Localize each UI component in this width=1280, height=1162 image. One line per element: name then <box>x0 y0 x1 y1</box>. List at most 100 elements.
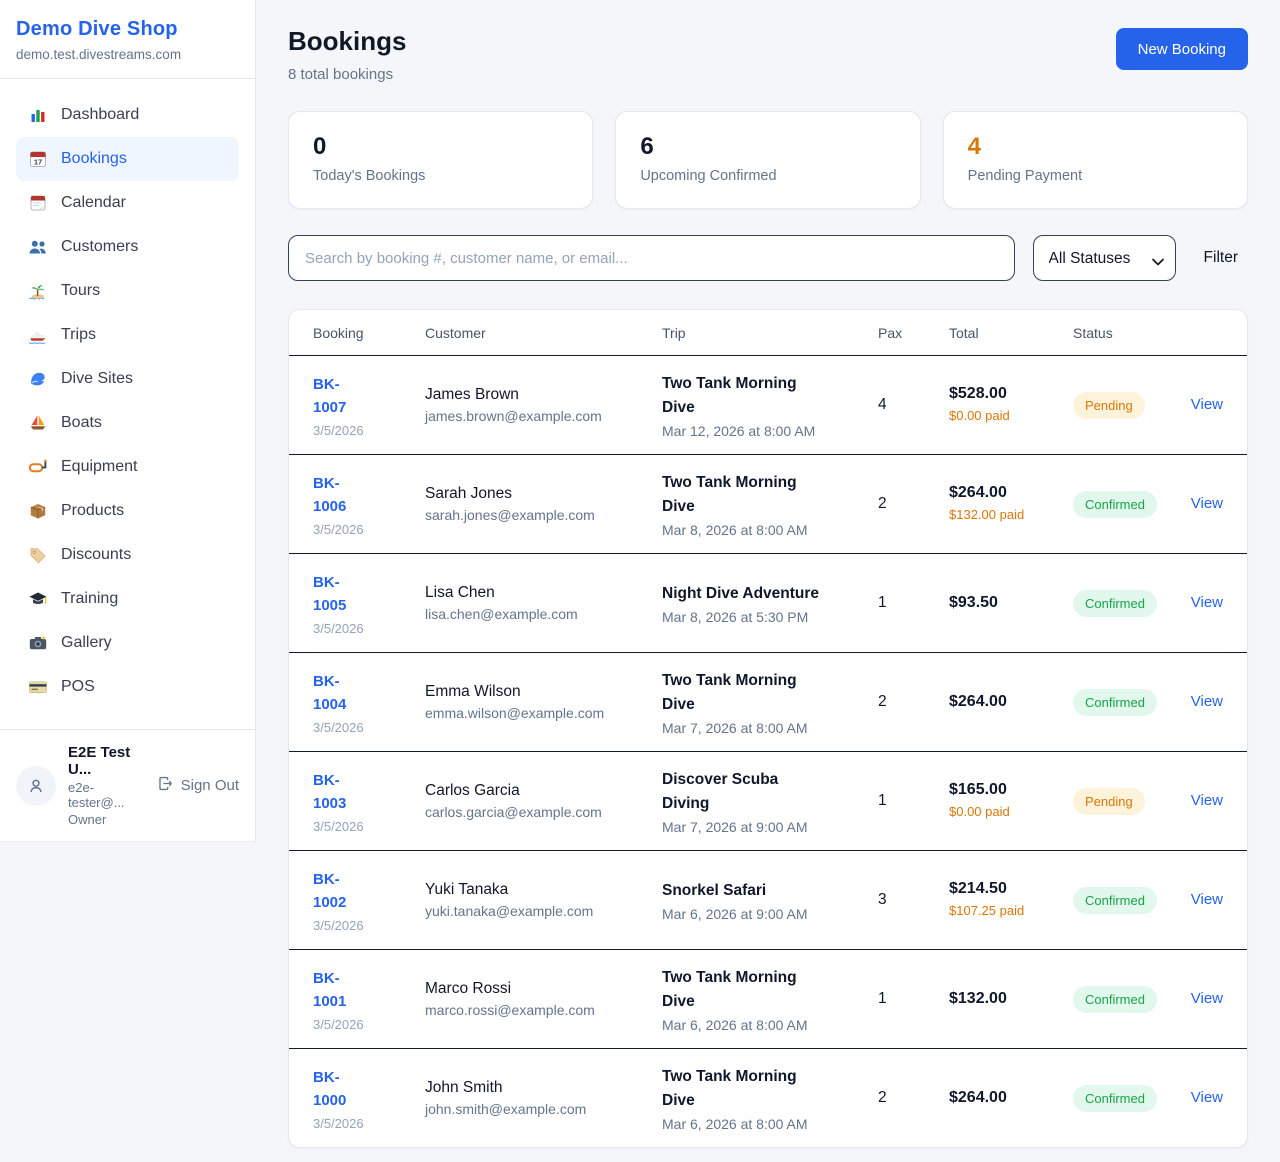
sidebar-item-label: Training <box>61 590 119 607</box>
graduation-cap-icon <box>28 589 48 609</box>
customer-name: James Brown <box>425 386 519 404</box>
sidebar-item-dive-sites[interactable]: Dive Sites <box>16 357 239 401</box>
booking-date: 3/5/2026 <box>313 620 364 636</box>
page-title: Bookings <box>288 26 407 56</box>
trip-datetime: Mar 7, 2026 at 8:00 AM <box>662 719 808 736</box>
user-meta: E2E Test U... e2e-tester@... Owner <box>68 744 145 827</box>
sidebar-item-label: Products <box>61 502 125 519</box>
sidebar-item-label: Calendar <box>61 194 126 211</box>
total-amount: $264.00 <box>949 484 1007 502</box>
sidebar-item-label: Dive Sites <box>61 370 134 387</box>
sidebar-item-label: Customers <box>61 238 139 255</box>
sidebar-item-bookings[interactable]: 17 Bookings <box>16 137 239 181</box>
paid-amount: $107.25 paid <box>949 903 1025 919</box>
booking-id-link[interactable]: BK-1000 <box>313 1069 347 1110</box>
search-input[interactable] <box>288 235 1015 282</box>
view-link[interactable]: View <box>1190 891 1223 909</box>
trip-name: Snorkel Safari <box>662 881 767 899</box>
total-amount: $93.50 <box>949 594 998 612</box>
calendar-icon <box>28 193 48 213</box>
paid-amount: $0.00 paid <box>949 408 1010 424</box>
stats-row: 0 Today's Bookings 6 Upcoming Confirmed 4 Pen… <box>288 111 1248 210</box>
pax-count: 3 <box>878 891 887 909</box>
main-content: Bookings 8 total bookings New Booking 0 T… <box>256 0 1280 1162</box>
status-badge: Confirmed <box>1073 589 1157 617</box>
view-link[interactable]: View <box>1190 693 1223 711</box>
column-header-trip: Trip <box>662 324 686 341</box>
table-row: BK-1000 3/5/2026 John Smith john.smith@e… <box>289 1048 1247 1147</box>
sidebar-item-boats[interactable]: Boats <box>16 401 239 445</box>
booking-id-link[interactable]: BK-1005 <box>313 574 347 615</box>
sidebar-item-customers[interactable]: Customers <box>16 225 239 269</box>
view-link[interactable]: View <box>1190 1089 1223 1107</box>
view-link[interactable]: View <box>1190 792 1223 810</box>
booking-id-link[interactable]: BK-1003 <box>313 772 347 813</box>
trip-datetime: Mar 7, 2026 at 9:00 AM <box>662 818 808 835</box>
sidebar-item-tours[interactable]: Tours <box>16 269 239 313</box>
sidebar-item-dashboard[interactable]: Dashboard <box>16 93 239 137</box>
sidebar-item-label: Gallery <box>61 634 112 651</box>
sidebar-item-label: Dashboard <box>61 106 140 123</box>
customer-email: carlos.garcia@example.com <box>425 804 602 821</box>
pax-count: 1 <box>878 594 887 612</box>
customer-name: Yuki Tanaka <box>425 881 509 899</box>
trip-name: Two Tank Morning Dive <box>662 374 797 416</box>
user-email: e2e-tester@... <box>68 780 125 810</box>
pax-count: 1 <box>878 792 887 810</box>
trip-datetime: Mar 12, 2026 at 8:00 AM <box>662 422 816 439</box>
customer-name: Sarah Jones <box>425 485 513 503</box>
sidebar-item-discounts[interactable]: Discounts <box>16 533 239 577</box>
booking-id-link[interactable]: BK-1006 <box>313 475 347 516</box>
sidebar-item-equipment[interactable]: Equipment <box>16 445 239 489</box>
brand-domain: demo.test.divestreams.com <box>16 47 182 62</box>
view-link[interactable]: View <box>1190 990 1223 1008</box>
sidebar-item-label: Bookings <box>61 150 127 167</box>
stat-value: 6 <box>640 133 654 160</box>
tag-icon <box>28 545 48 565</box>
column-header-pax: Pax <box>878 324 903 341</box>
status-select-wrap: All Statuses <box>1032 235 1176 282</box>
sidebar-item-training[interactable]: Training <box>16 577 239 621</box>
booking-id-link[interactable]: BK-1007 <box>313 376 347 417</box>
total-amount: $528.00 <box>949 385 1007 403</box>
booking-date: 3/5/2026 <box>313 521 364 537</box>
island-icon <box>28 281 48 301</box>
user-role: Owner <box>68 812 107 827</box>
stat-value: 0 <box>313 133 327 160</box>
wave-icon <box>28 369 48 389</box>
customers-icon <box>28 237 48 257</box>
sidebar-item-pos[interactable]: POS <box>16 665 239 709</box>
sidebar-item-gallery[interactable]: Gallery <box>16 621 239 665</box>
booking-date: 3/5/2026 <box>313 1016 364 1032</box>
svg-text:17: 17 <box>34 157 42 166</box>
user-block: E2E Test U... e2e-tester@... Owner Sign … <box>0 729 255 841</box>
brand-name: Demo Dive Shop <box>16 18 178 40</box>
booking-id-link[interactable]: BK-1002 <box>313 871 347 912</box>
view-link[interactable]: View <box>1190 495 1223 513</box>
view-link[interactable]: View <box>1190 396 1223 414</box>
sidebar-item-products[interactable]: Products <box>16 489 239 533</box>
sidebar-item-label: Boats <box>61 414 102 431</box>
trip-name: Discover Scuba Diving <box>662 770 779 812</box>
booking-id-link[interactable]: BK-1001 <box>313 970 347 1011</box>
status-badge: Confirmed <box>1073 688 1157 716</box>
stat-label: Today's Bookings <box>313 168 426 185</box>
trip-datetime: Mar 8, 2026 at 5:30 PM <box>662 608 809 625</box>
status-badge: Confirmed <box>1073 886 1157 914</box>
filter-button[interactable]: Filter <box>1194 249 1248 267</box>
booking-id-link[interactable]: BK-1004 <box>313 673 347 714</box>
column-header-total: Total <box>949 324 979 341</box>
total-amount: $165.00 <box>949 781 1007 799</box>
customer-email: john.smith@example.com <box>425 1101 587 1118</box>
new-booking-button[interactable]: New Booking <box>1115 28 1248 70</box>
page-title-block: Bookings 8 total bookings <box>288 26 406 83</box>
status-select[interactable]: All Statuses <box>1032 235 1176 282</box>
customer-email: james.brown@example.com <box>425 408 602 425</box>
customer-name: John Smith <box>425 1079 503 1097</box>
column-header-booking: Booking <box>313 324 364 341</box>
sidebar-item-trips[interactable]: Trips <box>16 313 239 357</box>
sign-out-button[interactable]: Sign Out <box>157 775 239 796</box>
sidebar-item-calendar[interactable]: Calendar <box>16 181 239 225</box>
view-link[interactable]: View <box>1190 594 1223 612</box>
pax-count: 2 <box>878 495 887 513</box>
